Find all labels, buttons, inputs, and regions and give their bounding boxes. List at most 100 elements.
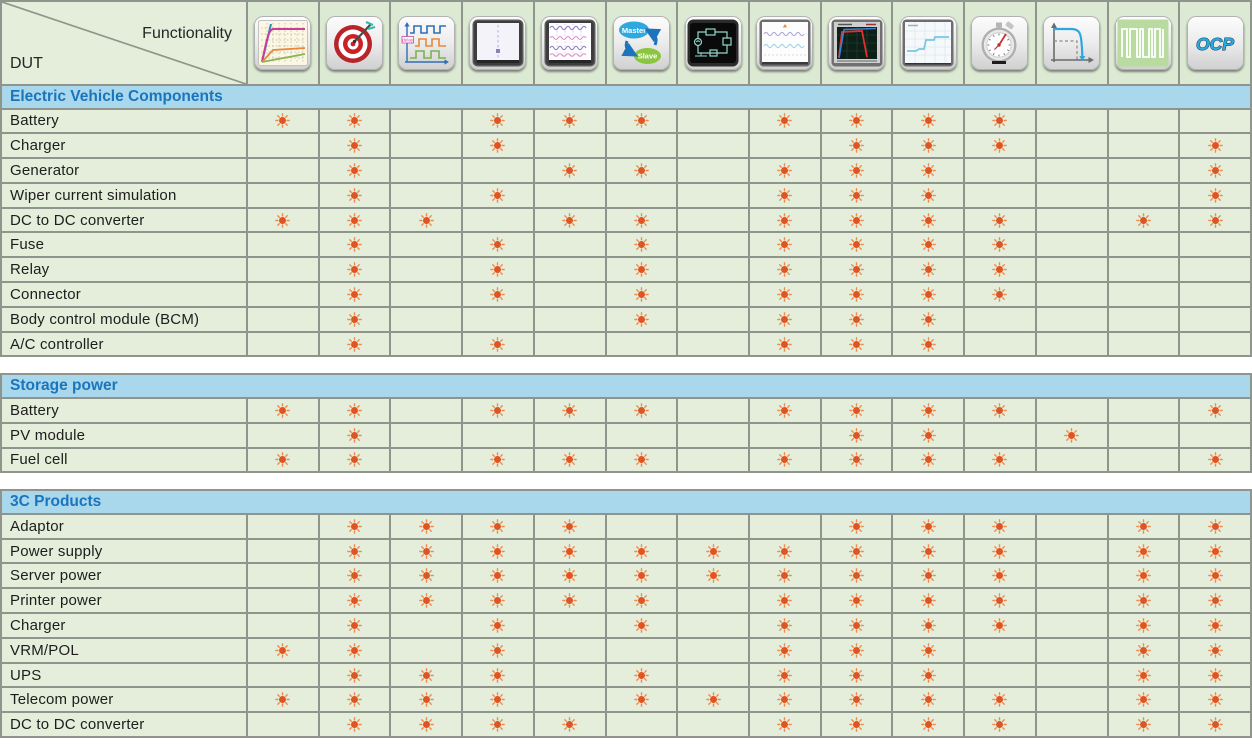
matrix-cell bbox=[606, 109, 677, 133]
matrix-cell bbox=[965, 134, 1035, 158]
matrix-cell bbox=[965, 233, 1035, 257]
matrix-cell bbox=[463, 638, 533, 662]
matrix-cell bbox=[1108, 663, 1179, 687]
matrix-cell bbox=[893, 398, 964, 422]
matrix-cell bbox=[893, 307, 964, 331]
sun-marker-icon bbox=[920, 717, 936, 732]
sun-marker-icon bbox=[562, 568, 578, 584]
sun-marker-icon bbox=[634, 667, 649, 683]
dynamic-pulse-delay-icon-cell: delay bbox=[391, 2, 462, 84]
matrix-cell bbox=[463, 283, 533, 306]
matrix-cell bbox=[750, 638, 820, 662]
sun-marker-icon bbox=[275, 452, 291, 468]
high-accuracy-target-icon-cell bbox=[319, 2, 390, 84]
sun-marker-icon bbox=[777, 543, 793, 559]
matrix-cell bbox=[534, 539, 605, 563]
waveform-display-icon-cell bbox=[534, 2, 605, 84]
row-label: Relay bbox=[2, 258, 246, 282]
matrix-cell bbox=[678, 307, 748, 331]
matrix-cell bbox=[678, 638, 748, 662]
sun-marker-icon bbox=[634, 452, 649, 468]
sun-marker-icon bbox=[777, 642, 793, 658]
matrix-cell bbox=[1180, 159, 1250, 182]
matrix-cell bbox=[606, 332, 677, 356]
matrix-cell bbox=[893, 539, 964, 563]
sun-marker-icon bbox=[1207, 212, 1223, 228]
sun-marker-icon bbox=[1064, 427, 1080, 443]
table-row: Telecom power bbox=[2, 688, 1250, 712]
matrix-block-3c: 3C Products Adaptor Power supply bbox=[0, 489, 1252, 739]
matrix-cell bbox=[1108, 564, 1179, 588]
matrix-cell bbox=[893, 332, 964, 356]
matrix-cell bbox=[1180, 663, 1250, 687]
matrix-cell bbox=[1108, 134, 1179, 158]
table-row: PV module bbox=[2, 423, 1250, 447]
sun-marker-icon bbox=[920, 593, 936, 609]
sun-marker-icon bbox=[490, 717, 506, 732]
matrix-cell bbox=[678, 134, 748, 158]
matrix-cell bbox=[463, 564, 533, 588]
table-row: Charger bbox=[2, 134, 1250, 158]
matrix-cell bbox=[1036, 332, 1107, 356]
matrix-cell bbox=[534, 713, 605, 737]
sun-marker-icon bbox=[490, 113, 506, 129]
sun-marker-icon bbox=[562, 402, 578, 418]
matrix-cell bbox=[1108, 332, 1179, 356]
matrix-cell bbox=[606, 159, 677, 182]
matrix-cell bbox=[750, 258, 820, 282]
matrix-cell bbox=[463, 208, 533, 232]
matrix-cell bbox=[606, 448, 677, 472]
matrix-cell bbox=[319, 258, 390, 282]
matrix-cell bbox=[821, 208, 892, 232]
matrix-cell bbox=[319, 183, 390, 207]
sun-marker-icon bbox=[1136, 667, 1151, 683]
sun-marker-icon bbox=[920, 427, 936, 443]
matrix-cell bbox=[821, 663, 892, 687]
sun-marker-icon bbox=[418, 568, 434, 584]
matrix-cell bbox=[965, 159, 1035, 182]
matrix-cell bbox=[1108, 688, 1179, 712]
matrix-cell bbox=[319, 638, 390, 662]
sun-marker-icon bbox=[920, 336, 936, 352]
sun-marker-icon bbox=[992, 518, 1008, 534]
matrix-cell bbox=[534, 134, 605, 158]
matrix-cell bbox=[463, 109, 533, 133]
matrix-cell bbox=[1180, 539, 1250, 563]
matrix-cell bbox=[248, 448, 318, 472]
sun-marker-icon bbox=[347, 163, 362, 178]
matrix-cell bbox=[750, 283, 820, 306]
sun-marker-icon bbox=[562, 717, 578, 732]
matrix-cell bbox=[750, 134, 820, 158]
matrix-cell bbox=[893, 614, 964, 637]
matrix-cell bbox=[606, 688, 677, 712]
matrix-cell bbox=[1036, 258, 1107, 282]
matrix-block-storage: Storage power Battery PV module Fuel cell bbox=[0, 373, 1252, 474]
matrix-cell bbox=[319, 713, 390, 737]
sun-marker-icon bbox=[1207, 642, 1223, 658]
matrix-cell bbox=[319, 614, 390, 637]
matrix-cell bbox=[821, 307, 892, 331]
table-row: Fuel cell bbox=[2, 448, 1250, 472]
matrix-cell bbox=[1108, 589, 1179, 613]
sun-marker-icon bbox=[992, 237, 1008, 253]
matrix-cell bbox=[1036, 539, 1107, 563]
sun-marker-icon bbox=[634, 692, 649, 708]
sun-marker-icon bbox=[705, 568, 721, 584]
matrix-cell bbox=[965, 638, 1035, 662]
circuit-simulation-screen-icon bbox=[684, 16, 742, 70]
matrix-cell bbox=[1036, 159, 1107, 182]
matrix-cell bbox=[463, 713, 533, 737]
sun-marker-icon bbox=[849, 667, 864, 683]
matrix-cell bbox=[1180, 713, 1250, 737]
table-row: Wiper current simulation bbox=[2, 183, 1250, 207]
matrix-cell bbox=[821, 713, 892, 737]
matrix-cell bbox=[1108, 208, 1179, 232]
ocp-test-icon-cell: OCP bbox=[1180, 2, 1250, 84]
matrix-cell bbox=[1036, 638, 1107, 662]
matrix-cell bbox=[1180, 398, 1250, 422]
matrix-cell bbox=[1036, 423, 1107, 447]
sun-marker-icon bbox=[1136, 543, 1151, 559]
matrix-cell bbox=[750, 589, 820, 613]
matrix-cell bbox=[678, 539, 748, 563]
matrix-cell bbox=[606, 514, 677, 538]
